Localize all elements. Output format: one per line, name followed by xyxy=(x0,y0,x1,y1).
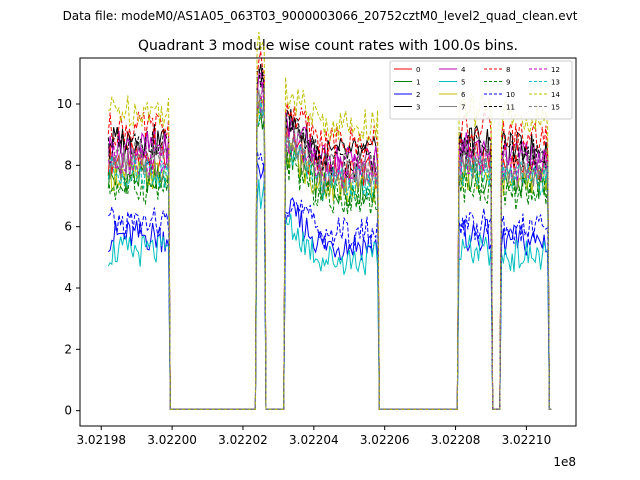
y-tick-label: 6 xyxy=(64,220,72,234)
legend-label: 15 xyxy=(551,104,560,112)
legend-label: 3 xyxy=(416,104,420,112)
legend-label: 12 xyxy=(551,66,560,74)
x-axis: 3.02198 3.02200 3.02202 3.02204 3.02206 3.022… xyxy=(76,426,551,447)
legend-label: 2 xyxy=(416,91,420,99)
series-line-12 xyxy=(107,82,552,410)
y-axis: 0 2 4 6 8 10 xyxy=(57,97,80,418)
legend-label: 11 xyxy=(506,104,515,112)
legend-label: 14 xyxy=(551,91,560,99)
legend-label: 13 xyxy=(551,79,560,87)
plot-lines xyxy=(107,32,552,410)
legend-label: 9 xyxy=(506,79,510,87)
chart-title: Quadrant 3 module wise count rates with … xyxy=(138,38,518,54)
legend-label: 4 xyxy=(461,66,466,74)
x-tick-label: 3.02208 xyxy=(431,433,481,447)
x-tick-label: 3.02204 xyxy=(289,433,339,447)
legend-label: 8 xyxy=(506,66,510,74)
y-tick-label: 4 xyxy=(64,281,72,295)
x-tick-label: 3.02200 xyxy=(147,433,197,447)
x-tick-label: 3.02202 xyxy=(218,433,268,447)
x-tick-label: 3.02198 xyxy=(76,433,126,447)
y-tick-label: 10 xyxy=(57,97,72,111)
x-tick-label: 3.02206 xyxy=(360,433,410,447)
x-offset-label: 1e8 xyxy=(553,455,576,469)
legend-label: 0 xyxy=(416,66,420,74)
y-tick-label: 8 xyxy=(64,158,72,172)
legend-label: 5 xyxy=(461,79,465,87)
y-tick-label: 0 xyxy=(64,404,72,418)
legend-label: 1 xyxy=(416,79,420,87)
axes-frame xyxy=(79,57,577,427)
series-line-15 xyxy=(107,85,552,410)
legend-label: 6 xyxy=(461,91,466,99)
legend-box xyxy=(389,60,573,120)
y-tick-label: 2 xyxy=(64,342,72,356)
x-tick-label: 3.02210 xyxy=(502,433,552,447)
legend-label: 10 xyxy=(506,91,515,99)
legend-label: 7 xyxy=(461,104,465,112)
series-line-1 xyxy=(107,107,552,410)
figure-suptitle: Data file: modeM0/AS1A05_063T03_90000030… xyxy=(63,9,578,23)
